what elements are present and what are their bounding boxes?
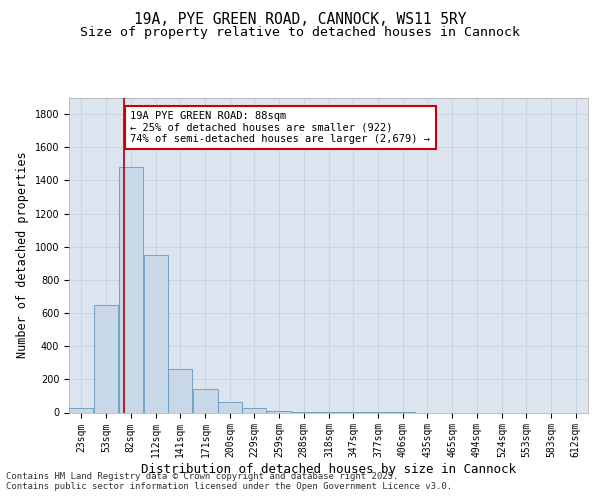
Bar xyxy=(168,370,193,412)
X-axis label: Distribution of detached houses by size in Cannock: Distribution of detached houses by size … xyxy=(141,463,516,476)
Text: Contains public sector information licensed under the Open Government Licence v3: Contains public sector information licen… xyxy=(6,482,452,491)
Bar xyxy=(268,411,292,412)
Y-axis label: Number of detached properties: Number of detached properties xyxy=(16,152,29,358)
Text: Contains HM Land Registry data © Crown copyright and database right 2025.: Contains HM Land Registry data © Crown c… xyxy=(6,472,398,481)
Bar xyxy=(69,408,93,412)
Text: Size of property relative to detached houses in Cannock: Size of property relative to detached ho… xyxy=(80,26,520,39)
Bar xyxy=(144,255,168,412)
Text: 19A PYE GREEN ROAD: 88sqm
← 25% of detached houses are smaller (922)
74% of semi: 19A PYE GREEN ROAD: 88sqm ← 25% of detac… xyxy=(130,111,430,144)
Bar xyxy=(193,390,218,412)
Bar xyxy=(218,402,242,412)
Bar xyxy=(242,408,266,412)
Bar xyxy=(94,304,118,412)
Text: 19A, PYE GREEN ROAD, CANNOCK, WS11 5RY: 19A, PYE GREEN ROAD, CANNOCK, WS11 5RY xyxy=(134,12,466,28)
Bar xyxy=(119,167,143,412)
